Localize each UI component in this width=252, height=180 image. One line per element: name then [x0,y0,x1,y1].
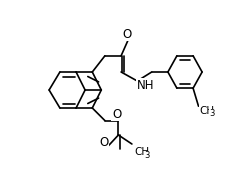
Text: O: O [122,28,132,41]
Text: 3: 3 [144,151,149,160]
Text: 3: 3 [208,109,214,118]
Text: NH: NH [136,79,153,92]
Text: CH: CH [134,147,149,157]
Text: CH: CH [199,106,214,116]
Text: O: O [112,108,121,121]
Text: O: O [99,136,108,149]
